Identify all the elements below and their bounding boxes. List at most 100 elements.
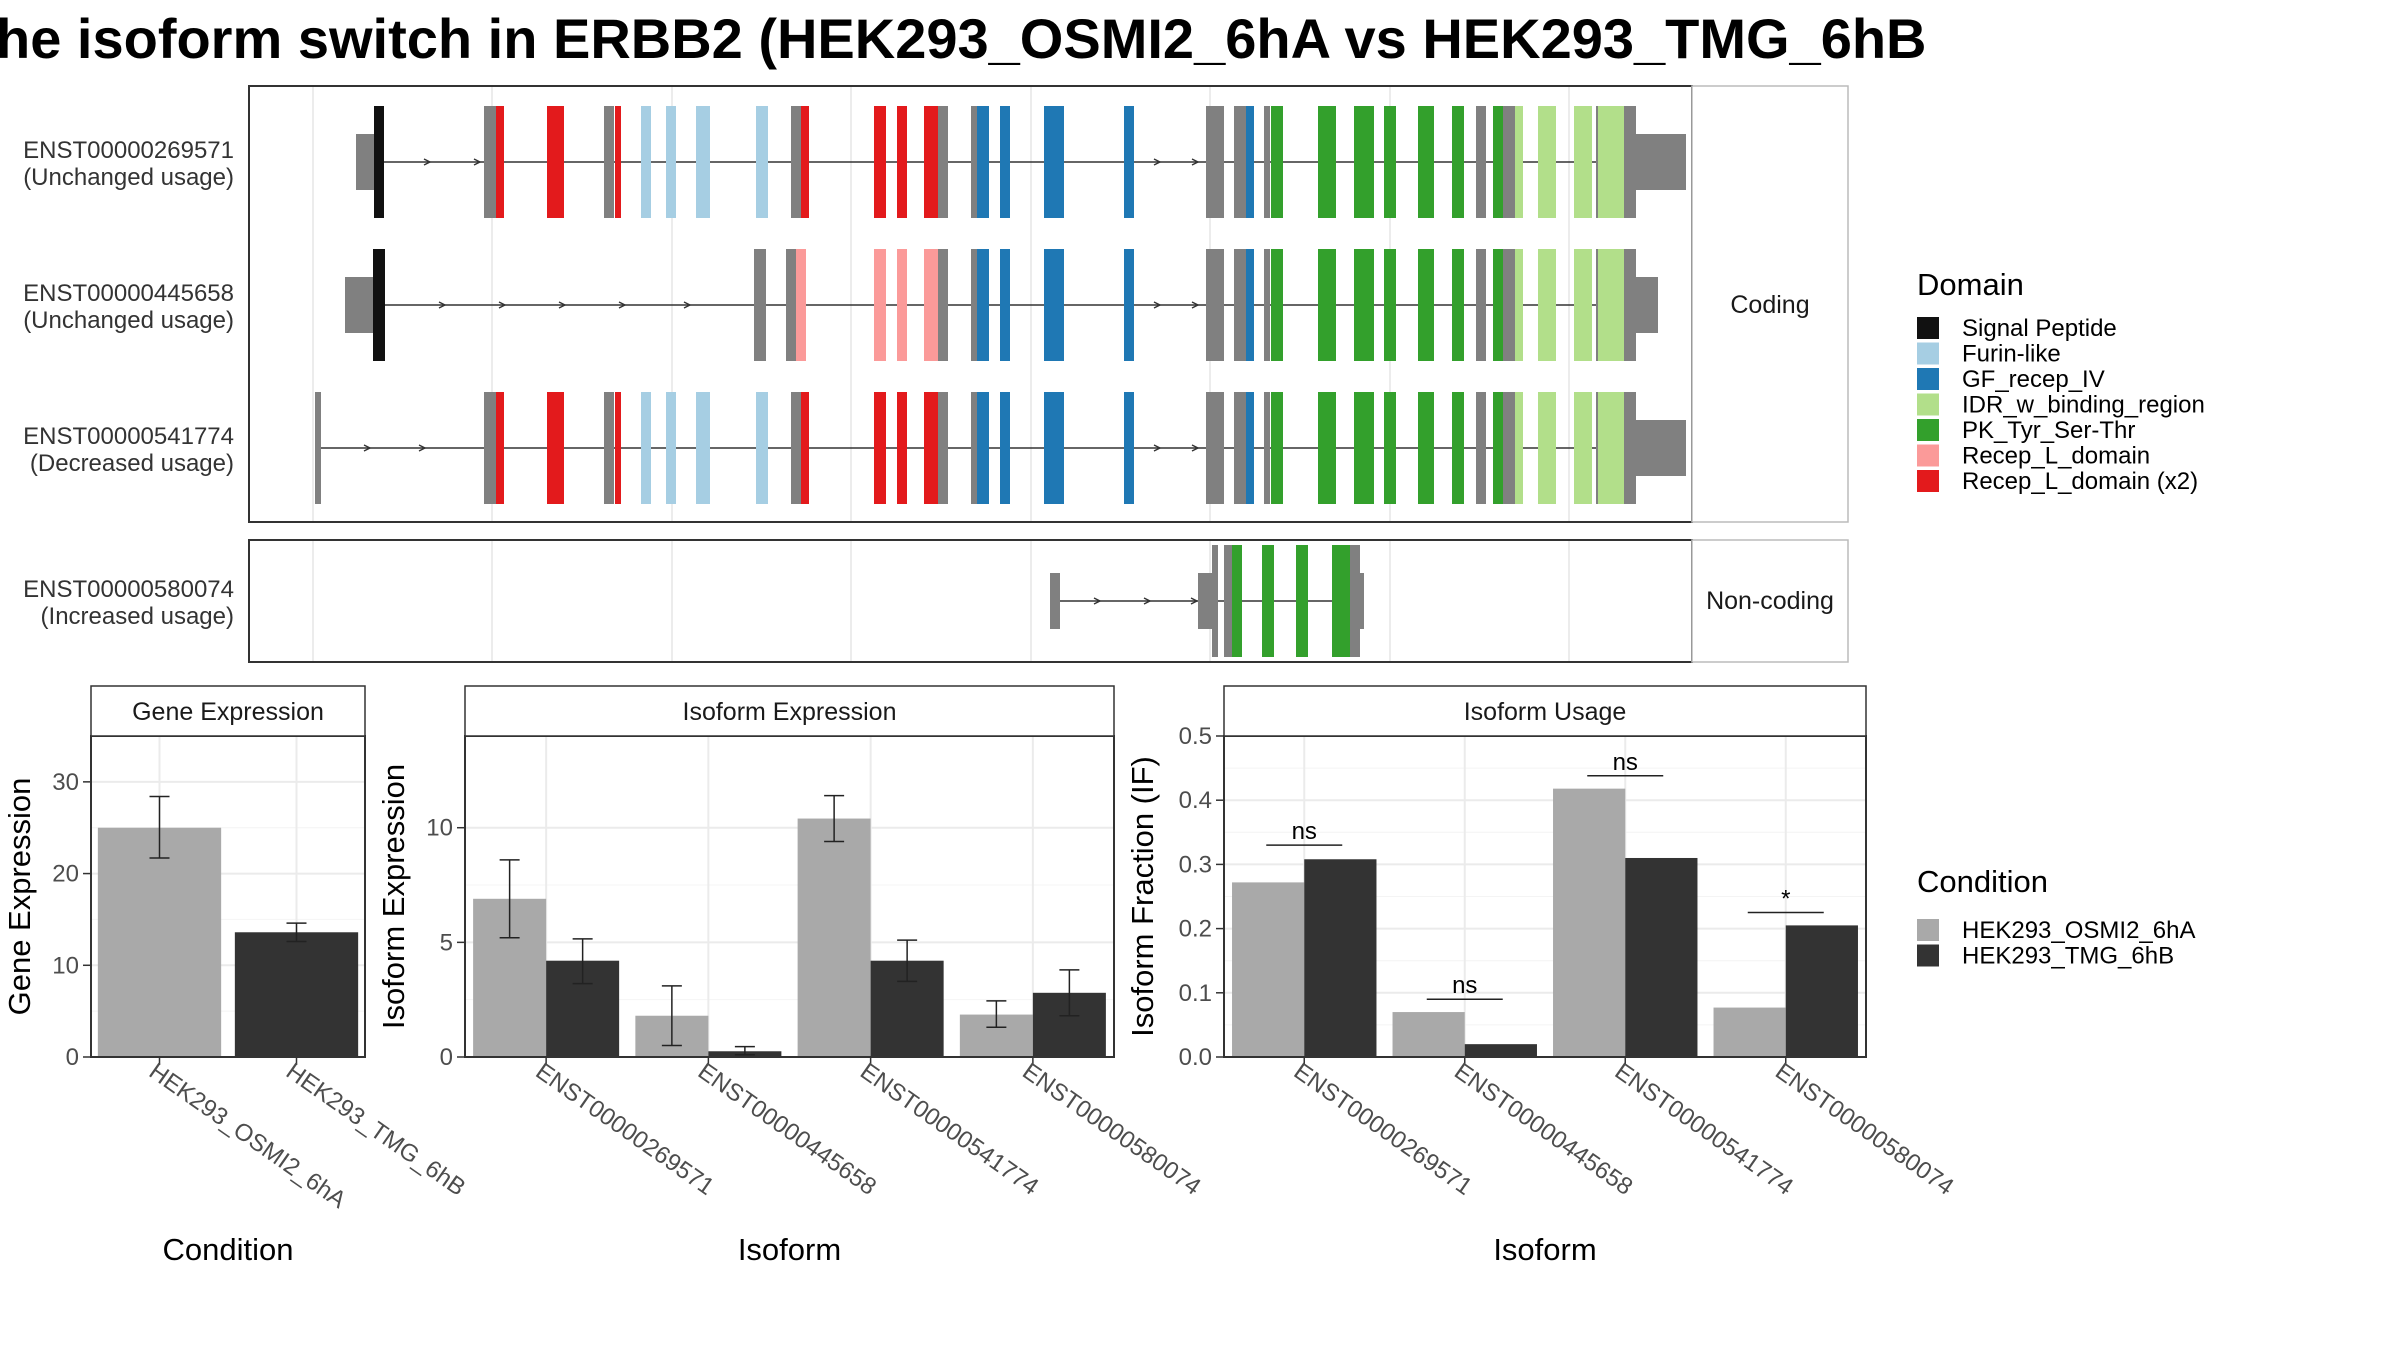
- exon-block: [484, 106, 496, 218]
- strand-arrow: [1190, 597, 1199, 605]
- exon-block: [1000, 392, 1010, 504]
- strip-title: Isoform Usage: [1464, 698, 1627, 726]
- bar: [1392, 1012, 1465, 1057]
- exon-block: [938, 249, 948, 361]
- error-bar: [661, 985, 682, 1047]
- exon-block: [1418, 106, 1434, 218]
- exon-block: [1574, 392, 1592, 504]
- noncoding-panel-grid: [312, 540, 1570, 662]
- exon-block: [666, 392, 676, 504]
- exon-block: [496, 106, 504, 218]
- exon-block: [1515, 249, 1523, 361]
- significance-label: ns: [1292, 818, 1317, 845]
- transcript-track-4: [1050, 545, 1364, 657]
- exon-block: [1624, 392, 1636, 504]
- domain-legend-swatch: [1917, 393, 1939, 416]
- noncoding-transcript-tracks: [1050, 545, 1364, 657]
- exon-block: [1503, 249, 1515, 361]
- exon-block: [1493, 106, 1505, 218]
- domain-legend-label: Furin-like: [1962, 341, 2061, 368]
- noncoding-strip: [1691, 539, 1849, 663]
- y-tick-label: 0.0: [1179, 1044, 1212, 1071]
- y-tick-label: 0.1: [1179, 980, 1212, 1007]
- exon-block: [971, 392, 977, 504]
- exon-block: [1354, 249, 1374, 361]
- exon-block: [977, 249, 989, 361]
- y-tick-label: 0.4: [1179, 787, 1212, 814]
- error-bar: [149, 795, 170, 859]
- exon-block: [1271, 106, 1283, 218]
- exon-block: [1271, 392, 1283, 504]
- exon-block: [1538, 392, 1556, 504]
- exon-block: [924, 392, 938, 504]
- exon-block: [971, 249, 977, 361]
- error-bar: [986, 1000, 1007, 1028]
- strip-background: [464, 685, 1115, 737]
- transcript-usage-label: (Unchanged usage): [23, 307, 234, 334]
- x-axis-title: Isoform: [738, 1232, 841, 1267]
- exon-block: [1234, 249, 1246, 361]
- domain-legend-swatch: [1917, 444, 1939, 467]
- exon-block: [696, 106, 710, 218]
- domain-legend-swatch: [1917, 317, 1939, 339]
- exon-block: [1124, 106, 1134, 218]
- domain-legend-label: Signal Peptide: [1962, 315, 2117, 342]
- exon-block: [1636, 134, 1686, 190]
- exon-block: [1538, 106, 1556, 218]
- exon-block: [1124, 249, 1134, 361]
- exon-block: [1271, 249, 1283, 361]
- exon-block: [1598, 392, 1624, 504]
- domain-legend: Domain Signal PeptideFurin-likeGF_recep_…: [1917, 267, 2205, 495]
- domain-legend-swatch: [1917, 342, 1939, 365]
- exon-block: [791, 106, 801, 218]
- noncoding-transcript-panel: Non-coding: [248, 539, 1849, 663]
- y-tick-label: 20: [52, 861, 79, 888]
- exon-block: [874, 392, 886, 504]
- exon-block: [874, 106, 886, 218]
- error-bar: [286, 922, 307, 943]
- exon-block: [1596, 392, 1598, 504]
- exon-block: [1262, 545, 1274, 657]
- transcript-id-label: ENST00000580074: [23, 576, 234, 603]
- strand-arrow: [618, 301, 627, 309]
- exon-block: [1476, 249, 1486, 361]
- error-bar: [572, 938, 593, 985]
- exon-block: [1050, 573, 1060, 629]
- strand-arrow: [558, 301, 567, 309]
- domain-legend-swatch: [1917, 419, 1939, 441]
- significance-label: ns: [1452, 972, 1477, 999]
- exon-block: [1624, 249, 1636, 361]
- exon-block: [897, 392, 907, 504]
- exon-block: [1596, 249, 1598, 361]
- isoform-expression-chart: ENST00000269571ENST00000445658ENST000005…: [376, 685, 1206, 1267]
- strand-arrow: [683, 301, 692, 309]
- exon-block: [1234, 106, 1246, 218]
- exon-block: [1350, 545, 1360, 657]
- y-tick-label: 0: [66, 1044, 79, 1071]
- error-bar: [499, 859, 520, 939]
- exon-block: [938, 392, 948, 504]
- exon-block: [1224, 545, 1232, 657]
- exon-block: [1598, 249, 1624, 361]
- exon-block: [604, 106, 614, 218]
- exon-block: [1515, 106, 1523, 218]
- condition-legend-swatch: [1917, 944, 1939, 967]
- exon-block: [1384, 249, 1396, 361]
- error-bar: [734, 1045, 755, 1056]
- transcript-track-2: [345, 249, 1658, 361]
- exon-block: [547, 392, 564, 504]
- exon-block: [756, 392, 768, 504]
- exon-block: [1503, 106, 1515, 218]
- exon-block: [1044, 249, 1064, 361]
- exon-block: [374, 106, 384, 218]
- exon-block: [1198, 573, 1212, 629]
- exon-block: [1318, 249, 1336, 361]
- exon-block: [484, 392, 496, 504]
- exon-block: [1596, 106, 1598, 218]
- domain-legend-label: GF_recep_IV: [1962, 366, 2105, 393]
- exon-block: [1124, 392, 1134, 504]
- transcript-labels: ENST00000269571(Unchanged usage)ENST0000…: [23, 137, 234, 630]
- coding-transcript-panel: Coding: [248, 85, 1849, 523]
- exon-block: [924, 249, 938, 361]
